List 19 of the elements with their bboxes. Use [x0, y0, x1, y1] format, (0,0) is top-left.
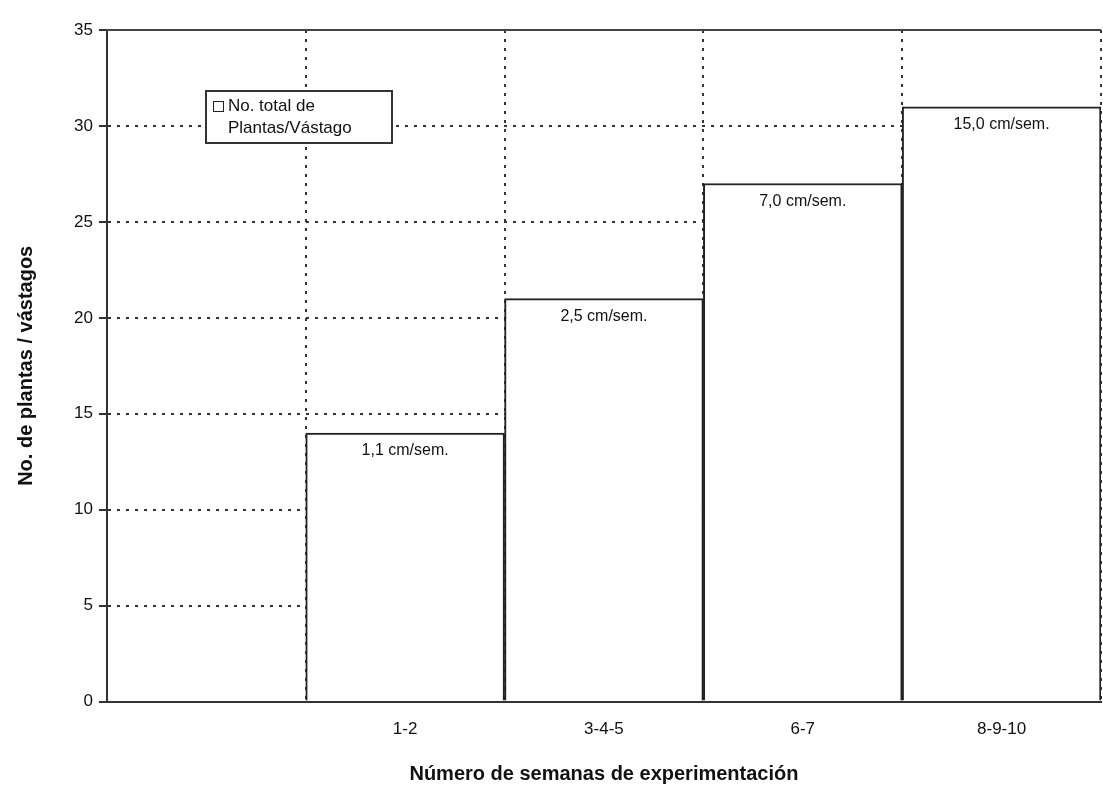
- legend-box: No. total de Plantas/Vástago: [204, 90, 393, 144]
- y-tick-label: 25: [73, 211, 93, 231]
- x-tick-label: 3-4-5: [584, 719, 624, 739]
- annotation: 2,5 cm/sem.: [560, 307, 648, 325]
- x-tick-label: 1-2: [392, 719, 418, 739]
- y-tick-label: 5: [83, 595, 93, 615]
- y-tick-label: 30: [73, 115, 93, 135]
- y-tick-label: 35: [73, 19, 93, 39]
- annotation: 7,0 cm/sem.: [759, 191, 847, 209]
- x-tick-label: 8-9-10: [977, 719, 1027, 739]
- y-tick-label: 10: [73, 499, 93, 519]
- y-tick-label: 0: [83, 691, 93, 711]
- annotation: 15,0 cm/sem.: [953, 115, 1050, 133]
- y-tick-label: 15: [73, 403, 93, 423]
- x-tick-label: 6-7: [790, 719, 816, 739]
- y-axis-title: No. de plantas / vástagos: [13, 245, 36, 486]
- annotation: 1,1 cm/sem.: [361, 441, 449, 459]
- x-axis-title: Número de semanas de experimentación: [409, 761, 799, 784]
- y-tick-label: 20: [73, 307, 93, 327]
